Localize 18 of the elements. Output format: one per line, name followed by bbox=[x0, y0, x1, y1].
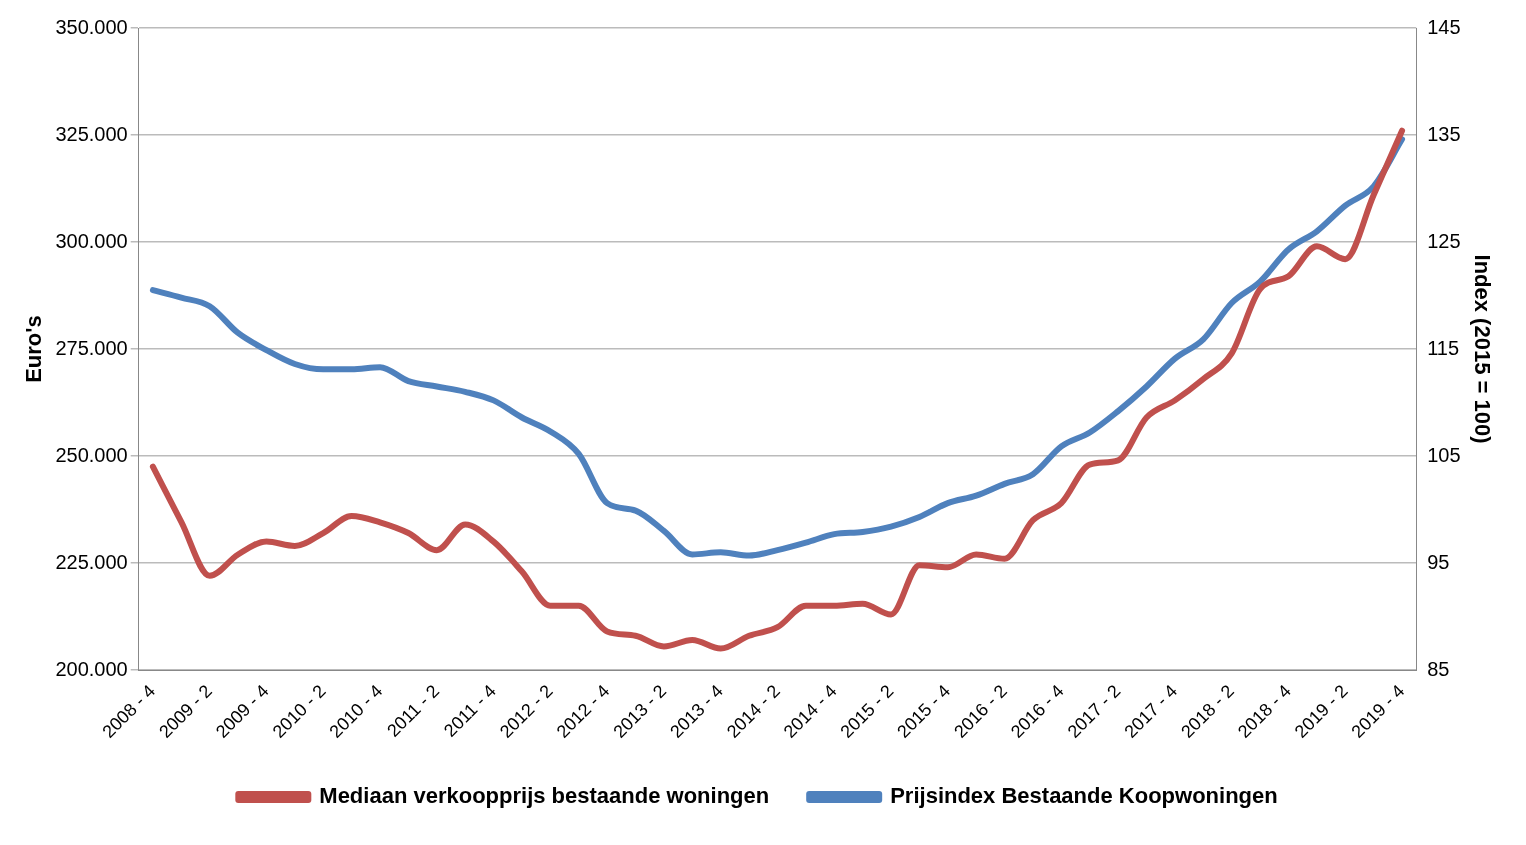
y2-tick-label: 105 bbox=[1427, 443, 1461, 466]
y2-axis-title: Index (2015 = 100) bbox=[1469, 254, 1495, 444]
y2-tick-label: 145 bbox=[1427, 15, 1461, 38]
y-tick-label: 350.000 bbox=[55, 15, 128, 38]
y2-tick-label: 95 bbox=[1427, 550, 1450, 573]
y2-tick-label: 115 bbox=[1427, 336, 1460, 359]
y-tick-label: 325.000 bbox=[55, 122, 128, 145]
y2-tick-label: 135 bbox=[1427, 122, 1461, 145]
legend-label: Mediaan verkoopprijs bestaande woningen bbox=[319, 783, 770, 809]
y-axis-title: Euro's bbox=[21, 315, 47, 383]
y-tick-label: 225.000 bbox=[55, 550, 128, 573]
legend-label: Prijsindex Bestaande Koopwoningen bbox=[890, 783, 1278, 809]
y-tick-label: 200.000 bbox=[55, 657, 128, 680]
y2-tick-label: 125 bbox=[1427, 229, 1461, 252]
y-tick-label: 275.000 bbox=[55, 336, 128, 359]
y-tick-label: 300.000 bbox=[55, 229, 128, 252]
y-tick-label: 250.000 bbox=[55, 443, 128, 466]
y2-tick-label: 85 bbox=[1427, 657, 1450, 680]
